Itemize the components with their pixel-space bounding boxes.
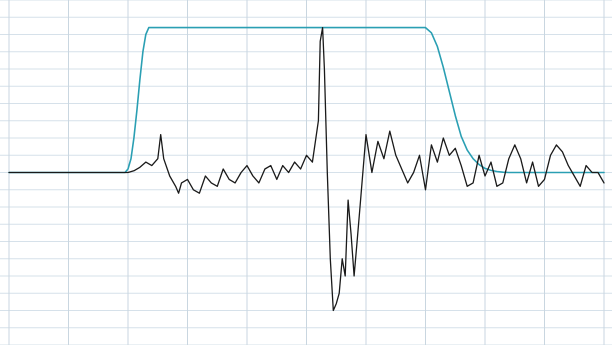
series-layer [8,26,605,312]
series-line-2 [8,26,605,312]
series-line-1 [8,26,605,174]
